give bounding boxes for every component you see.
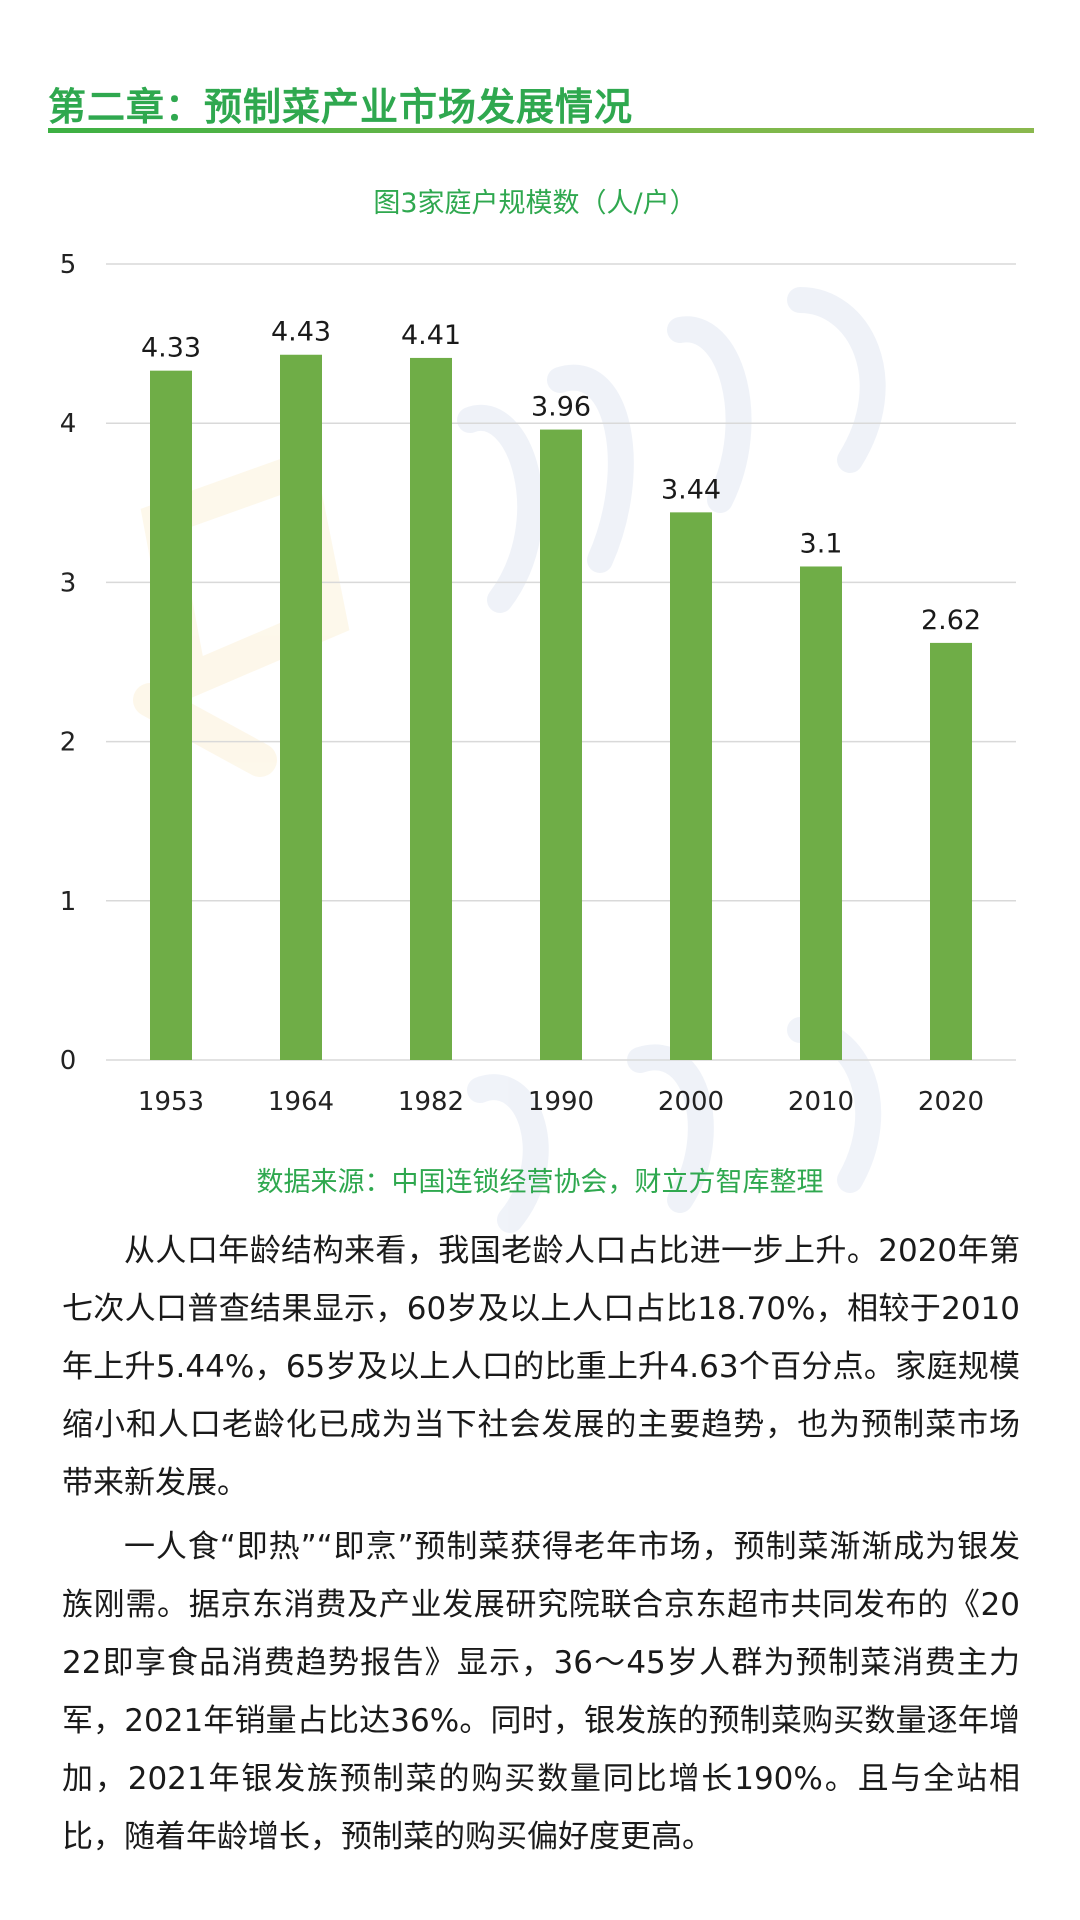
y-tick-label: 5 (60, 250, 77, 280)
data-source-note: 数据来源：中国连锁经营协会，财立方智库整理 (256, 1167, 824, 1198)
chapter-divider (48, 128, 1034, 133)
bar-1953 (150, 370, 192, 1060)
chart-y-axis: 0 1 2 3 4 5 (60, 250, 77, 1076)
bar-2010 (800, 566, 842, 1060)
chart-title: 图3家庭户规模数（人/户） (373, 188, 696, 219)
x-tick-label-1982: 1982 (398, 1087, 464, 1117)
data-label-2010: 3.1 (800, 528, 843, 559)
data-label-2020: 2.62 (921, 605, 981, 636)
chart-bars (150, 354, 972, 1060)
bar-1990 (540, 429, 582, 1060)
y-tick-label: 4 (60, 409, 77, 439)
paragraph-silver-market: 一人食“即热”“即烹”预制菜获得老年市场，预制菜渐渐成为银发族刚需。据京东消费及… (62, 1529, 1020, 1855)
bar-1982 (410, 357, 452, 1060)
bar-2000 (670, 512, 712, 1060)
x-tick-label-2020: 2020 (918, 1087, 984, 1117)
x-tick-label-2010: 2010 (788, 1087, 854, 1117)
paragraph-age-structure: 从人口年龄结构来看，我国老龄人口占比进一步上升。2020年第七次人口普查结果显示… (62, 1233, 1020, 1501)
data-label-1982: 4.41 (401, 320, 461, 351)
body-text: 从人口年龄结构来看，我国老龄人口占比进一步上升。2020年第七次人口普查结果显示… (62, 1222, 1020, 1872)
x-tick-label-1964: 1964 (268, 1087, 334, 1117)
x-tick-label-1990: 1990 (528, 1087, 594, 1117)
chart-x-axis: 1953 1964 1982 1990 2000 2010 2020 (138, 1087, 984, 1117)
household-size-bar-chart: 图3家庭户规模数（人/户） 0 1 2 3 4 5 4.33 4.43 4.41 3.96 3.4… (60, 188, 1016, 1117)
data-label-1990: 3.96 (531, 392, 591, 423)
data-label-1964: 4.43 (271, 317, 331, 348)
x-tick-label-1953: 1953 (138, 1087, 204, 1117)
y-tick-label: 1 (60, 887, 77, 917)
chart-data-labels: 4.33 4.43 4.41 3.96 3.44 3.1 2.62 (141, 317, 981, 636)
x-tick-label-2000: 2000 (658, 1087, 724, 1117)
y-tick-label: 3 (60, 568, 77, 598)
y-tick-label: 0 (60, 1046, 77, 1076)
chapter-title: 第二章：预制菜产业市场发展情况 (48, 85, 634, 129)
y-tick-label: 2 (60, 728, 77, 758)
data-label-2000: 3.44 (661, 474, 721, 505)
bar-2020 (930, 642, 972, 1060)
data-label-1953: 4.33 (141, 333, 201, 364)
bar-1964 (280, 354, 322, 1060)
